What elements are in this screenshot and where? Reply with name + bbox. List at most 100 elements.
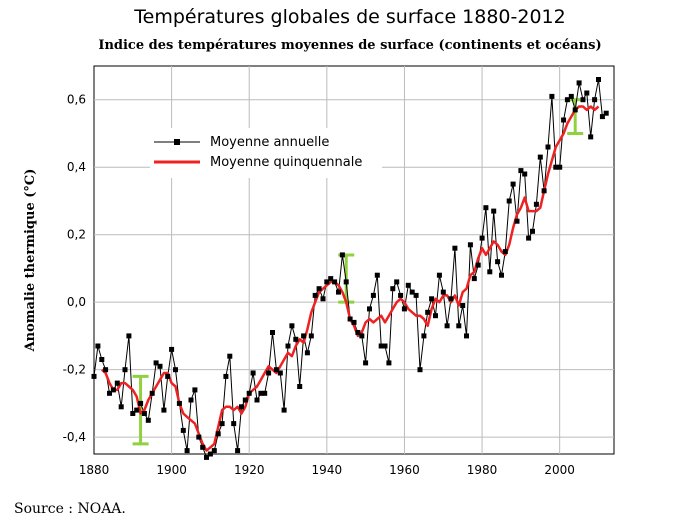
legend-box	[150, 128, 382, 178]
x-tick-label: 1960	[389, 463, 420, 477]
data-point-annual	[398, 292, 404, 298]
data-point-annual	[332, 279, 338, 285]
data-point-annual	[180, 427, 186, 433]
data-point-annual	[192, 387, 198, 393]
data-point-annual	[433, 313, 438, 319]
data-point-annual	[526, 235, 532, 241]
data-point-annual	[425, 309, 431, 315]
data-point-annual	[603, 110, 609, 116]
data-point-annual	[266, 370, 272, 376]
data-point-annual	[599, 114, 605, 120]
data-point-annual	[297, 384, 303, 389]
data-point-annual	[130, 411, 136, 416]
data-point-annual	[537, 154, 543, 160]
y-tick-label: 0,4	[67, 160, 86, 174]
data-point-annual	[320, 296, 326, 302]
data-point-annual	[413, 292, 419, 298]
data-point-annual	[289, 323, 295, 329]
data-point-annual	[467, 242, 473, 248]
data-point-annual	[211, 448, 217, 454]
data-point-annual	[239, 404, 244, 410]
data-point-annual	[227, 353, 233, 359]
data-point-annual	[530, 228, 535, 234]
data-point-annual	[452, 245, 458, 251]
data-point-annual	[588, 134, 594, 140]
data-point-annual	[176, 400, 182, 406]
data-point-annual	[273, 367, 279, 373]
data-point-annual	[487, 269, 493, 275]
data-point-annual	[564, 97, 570, 103]
x-tick-label: 1880	[79, 463, 110, 477]
data-point-annual	[417, 367, 423, 373]
data-point-annual	[386, 360, 392, 366]
legend: Moyenne annuelle Moyenne quinquennale	[150, 128, 382, 178]
data-point-annual	[316, 286, 322, 292]
data-point-annual	[169, 346, 175, 352]
data-point-annual	[557, 164, 563, 170]
source-note: Source : NOAA.	[14, 501, 126, 517]
data-point-annual	[153, 360, 159, 366]
data-point-annual	[254, 397, 260, 403]
legend-label-annual: Moyenne annuelle	[210, 135, 329, 150]
data-point-annual	[138, 400, 144, 406]
y-axis-label: Anomalie thermique (°C)	[23, 169, 38, 353]
data-point-annual	[270, 330, 275, 335]
data-point-annual	[99, 357, 105, 362]
data-point-annual	[91, 373, 97, 379]
legend-label-5yr: Moyenne quinquennale	[210, 155, 362, 170]
data-point-annual	[382, 343, 388, 349]
data-point-annual	[347, 316, 353, 322]
y-tick-label: 0,0	[67, 295, 86, 309]
data-point-annual	[118, 404, 124, 410]
data-point-annual	[242, 397, 248, 403]
data-point-annual	[277, 370, 283, 376]
data-point-annual	[444, 323, 450, 329]
data-point-annual	[440, 289, 446, 295]
data-point-annual	[312, 292, 318, 298]
data-point-annual	[145, 417, 151, 423]
data-point-annual	[405, 282, 411, 288]
data-point-annual	[409, 289, 415, 295]
legend-marker-annual	[174, 139, 180, 145]
data-point-annual	[464, 333, 469, 339]
data-point-annual	[324, 279, 330, 285]
data-point-annual	[301, 333, 307, 339]
data-point-annual	[231, 421, 237, 427]
data-point-annual	[219, 421, 225, 427]
data-point-annual	[95, 343, 101, 349]
data-point-annual	[262, 390, 268, 396]
data-point-annual	[336, 289, 341, 295]
data-point-annual	[246, 390, 252, 396]
data-point-annual	[533, 201, 539, 207]
data-point-annual	[293, 336, 299, 342]
data-point-annual	[351, 319, 357, 325]
data-point-annual	[553, 164, 559, 170]
data-point-annual	[173, 367, 178, 373]
x-tick-label: 1980	[467, 463, 498, 477]
data-point-annual	[188, 397, 194, 403]
data-point-annual	[235, 448, 241, 454]
y-tick-label: -0,4	[63, 430, 86, 444]
data-point-annual	[110, 387, 116, 393]
x-tick-label: 1920	[234, 463, 265, 477]
data-point-annual	[541, 188, 547, 194]
data-point-annual	[506, 198, 512, 204]
data-point-annual	[510, 181, 516, 187]
data-point-annual	[359, 333, 365, 339]
data-point-annual	[421, 333, 427, 339]
data-point-annual	[561, 117, 567, 123]
data-point-annual	[355, 330, 361, 335]
data-point-annual	[471, 276, 477, 282]
data-point-annual	[207, 451, 213, 457]
data-point-annual	[592, 97, 598, 103]
x-tick-label: 1900	[156, 463, 187, 477]
chart-title: Températures globales de surface 1880-20…	[134, 6, 566, 28]
data-point-annual	[522, 171, 528, 177]
data-point-annual	[576, 80, 582, 86]
data-point-annual	[378, 343, 384, 349]
data-point-annual	[165, 373, 171, 379]
data-point-annual	[549, 93, 555, 99]
data-point-annual	[223, 373, 229, 379]
data-point-annual	[568, 93, 574, 99]
y-tick-label: -0,2	[63, 363, 86, 377]
